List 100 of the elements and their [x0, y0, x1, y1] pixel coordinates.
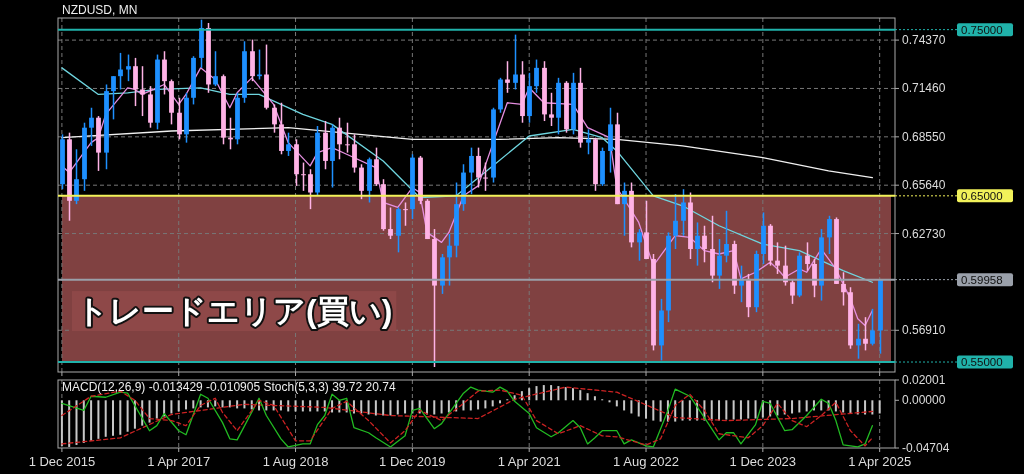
bar [177, 400, 180, 412]
y-tick-label: 0.56910 [902, 323, 946, 338]
bar [60, 400, 63, 446]
chart-title: MACD(12,26,9) -0.013429 -0.010905 Stoch(5,3,3) 39.72 20.74 [62, 380, 396, 394]
line-series [61, 127, 874, 179]
y-tick-label: 0.71460 [902, 81, 946, 96]
bar [396, 400, 399, 415]
ref-line-label: 0.65000 [961, 189, 1003, 202]
y-tick-label: 0.68550 [902, 129, 946, 144]
bar [68, 400, 71, 447]
bar [469, 400, 472, 411]
bar [498, 400, 501, 404]
y-tick-label: 0.00000 [902, 393, 946, 408]
y-tick-label: 0.62730 [902, 226, 946, 241]
bar [279, 400, 282, 411]
bar [236, 400, 239, 409]
y-tick-label: 0.65640 [902, 178, 946, 193]
bar [367, 400, 370, 415]
bar [856, 400, 859, 415]
bar [572, 388, 574, 401]
x-tick-label: 1 Apr 2025 [848, 454, 912, 469]
bar [309, 400, 312, 412]
bar [564, 387, 567, 401]
bar [382, 400, 385, 416]
bar [440, 400, 443, 414]
bar [75, 400, 78, 445]
bar [112, 400, 115, 436]
bar [404, 400, 407, 414]
bar [155, 400, 158, 419]
x-tick-label: 1 Dec 2019 [379, 454, 446, 469]
chart-title: NZDUSD, MN [62, 3, 138, 17]
y-tick-label: 0.02001 [902, 373, 946, 387]
bar [739, 400, 742, 420]
bar [294, 400, 297, 412]
bar [119, 400, 122, 435]
bar [645, 400, 648, 419]
bar [272, 400, 275, 411]
bar [615, 400, 618, 407]
candlestick [586, 128, 591, 156]
bar [579, 390, 582, 401]
bar [652, 400, 655, 421]
bar [301, 400, 304, 412]
ref-line-label: 0.55000 [961, 356, 1003, 369]
ref-line-label: 0.59958 [961, 273, 1003, 286]
bar [104, 400, 107, 437]
bar [747, 400, 750, 419]
bar [754, 400, 757, 419]
bar [484, 400, 487, 409]
y-tick-label: 0.74370 [902, 33, 946, 48]
bar [323, 400, 326, 412]
band-label: トレードエリア(買い) [76, 293, 393, 330]
bar [477, 400, 480, 410]
bar [871, 400, 874, 415]
x-tick-label: 1 Apr 2017 [147, 454, 211, 469]
x-tick-label: 1 Dec 2023 [729, 454, 797, 469]
bar [586, 393, 589, 401]
bar [849, 400, 852, 414]
bar [791, 400, 794, 414]
bar [820, 400, 823, 411]
bar [133, 400, 136, 429]
bar [374, 400, 377, 416]
x-tick-label: 1 Apr 2021 [497, 454, 561, 469]
bar [659, 400, 662, 422]
bar [805, 400, 808, 412]
bar [688, 400, 691, 421]
x-tick-label: 1 Aug 2018 [262, 454, 329, 469]
bar [447, 400, 450, 413]
bar [360, 400, 363, 414]
bar [243, 400, 246, 409]
bar [557, 386, 560, 401]
bar [126, 400, 129, 432]
bar [608, 400, 611, 403]
bar [97, 400, 100, 439]
ref-line-label: 0.75000 [961, 23, 1003, 36]
candlestick [505, 60, 510, 94]
x-tick-label: 1 Dec 2015 [28, 454, 96, 469]
bar [389, 400, 392, 416]
bar [148, 400, 151, 423]
bar [192, 400, 195, 409]
bar [732, 400, 735, 420]
bar [637, 400, 640, 417]
bar [542, 385, 545, 401]
bar [185, 400, 188, 410]
bar [878, 400, 881, 414]
bar [842, 400, 845, 413]
bar [710, 400, 713, 421]
bar [221, 400, 224, 408]
bar [82, 400, 85, 443]
bar [90, 400, 93, 441]
line-series [61, 67, 874, 283]
bar [491, 400, 494, 407]
candlestick [549, 92, 554, 127]
candlestick [126, 53, 131, 82]
bar [550, 385, 553, 401]
bar [630, 400, 633, 414]
bar [593, 396, 596, 401]
bar [725, 400, 728, 420]
y-tick-label: -0.04704 [902, 441, 950, 455]
bar [462, 400, 465, 411]
bar [433, 400, 436, 415]
